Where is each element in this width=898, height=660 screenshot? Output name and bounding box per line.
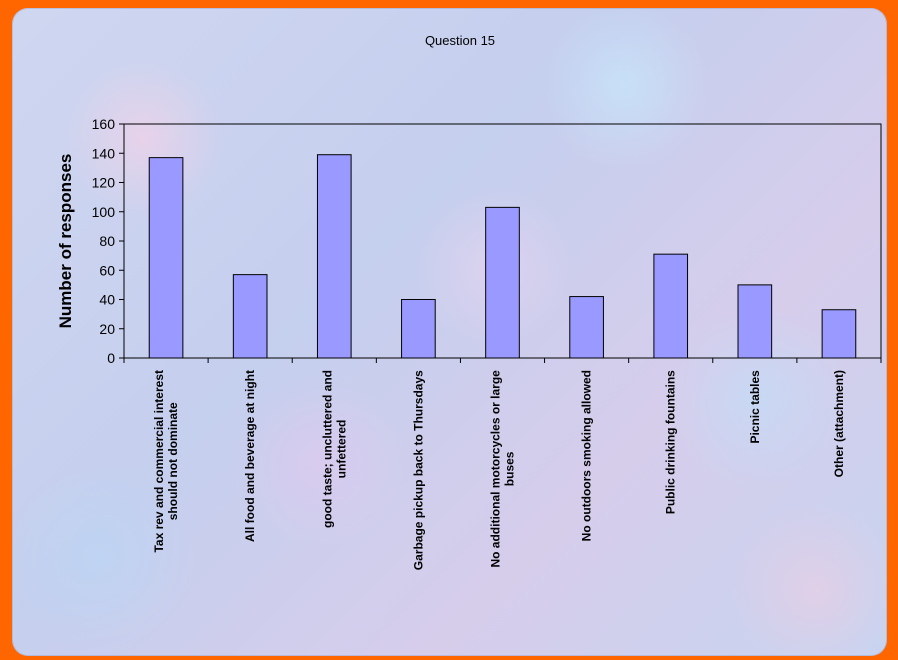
x-tick-label-line: Picnic tables (748, 370, 762, 444)
x-tick-label-line: Garbage pickup back to Thursdays (411, 370, 425, 570)
chart-title: Question 15 (425, 33, 495, 48)
x-tick-label-line: No outdoors smoking allowed (580, 370, 594, 541)
x-tick-label: good taste; uncluttered andunfettered (320, 370, 348, 528)
x-tick-label: All food and beverage at night (243, 370, 257, 542)
x-tick-label: No additional motorcycles or largebuses (489, 370, 517, 568)
x-tick-label-line: unfettered (334, 420, 348, 479)
bar (316, 154, 352, 359)
bar (485, 206, 520, 359)
bar (737, 284, 773, 359)
x-tick-label: Picnic tables (748, 370, 762, 444)
bar (653, 253, 689, 359)
x-tick-label-line: Tax rev and commercial interest (152, 370, 166, 553)
bar (821, 309, 857, 359)
x-tick-label-line: Other (attachment) (832, 370, 846, 477)
x-tick-label-line: No additional motorcycles or large (489, 370, 503, 568)
x-tick-label-line: All food and beverage at night (243, 370, 257, 542)
x-tick-label-line: should not dominate (166, 402, 180, 520)
bar (569, 296, 604, 359)
y-tick-label: 60 (99, 262, 115, 278)
bar (401, 299, 436, 359)
x-tick-label: Tax rev and commercial interestshould no… (152, 370, 180, 553)
x-tick-label-line: good taste; uncluttered and (320, 370, 334, 528)
y-tick-label: 20 (99, 321, 115, 337)
y-tick-label: 0 (107, 350, 115, 366)
y-tick-label: 40 (99, 292, 115, 308)
y-axis-label: Number of responses (56, 154, 75, 329)
y-tick-label: 100 (92, 204, 116, 220)
x-tick-label: No outdoors smoking allowed (580, 370, 594, 541)
x-tick-label: Other (attachment) (832, 370, 846, 477)
x-tick-label: Garbage pickup back to Thursdays (411, 370, 425, 570)
bar (232, 274, 268, 359)
x-tick-label-line: buses (503, 451, 517, 486)
y-tick-label: 140 (92, 145, 116, 161)
y-tick-label: 80 (99, 233, 115, 249)
y-tick-label: 120 (92, 175, 116, 191)
x-tick-label: Public drinking fountains (664, 370, 678, 514)
x-tick-label-line: Public drinking fountains (664, 370, 678, 514)
bar (148, 157, 184, 359)
y-tick-label: 160 (92, 116, 116, 132)
